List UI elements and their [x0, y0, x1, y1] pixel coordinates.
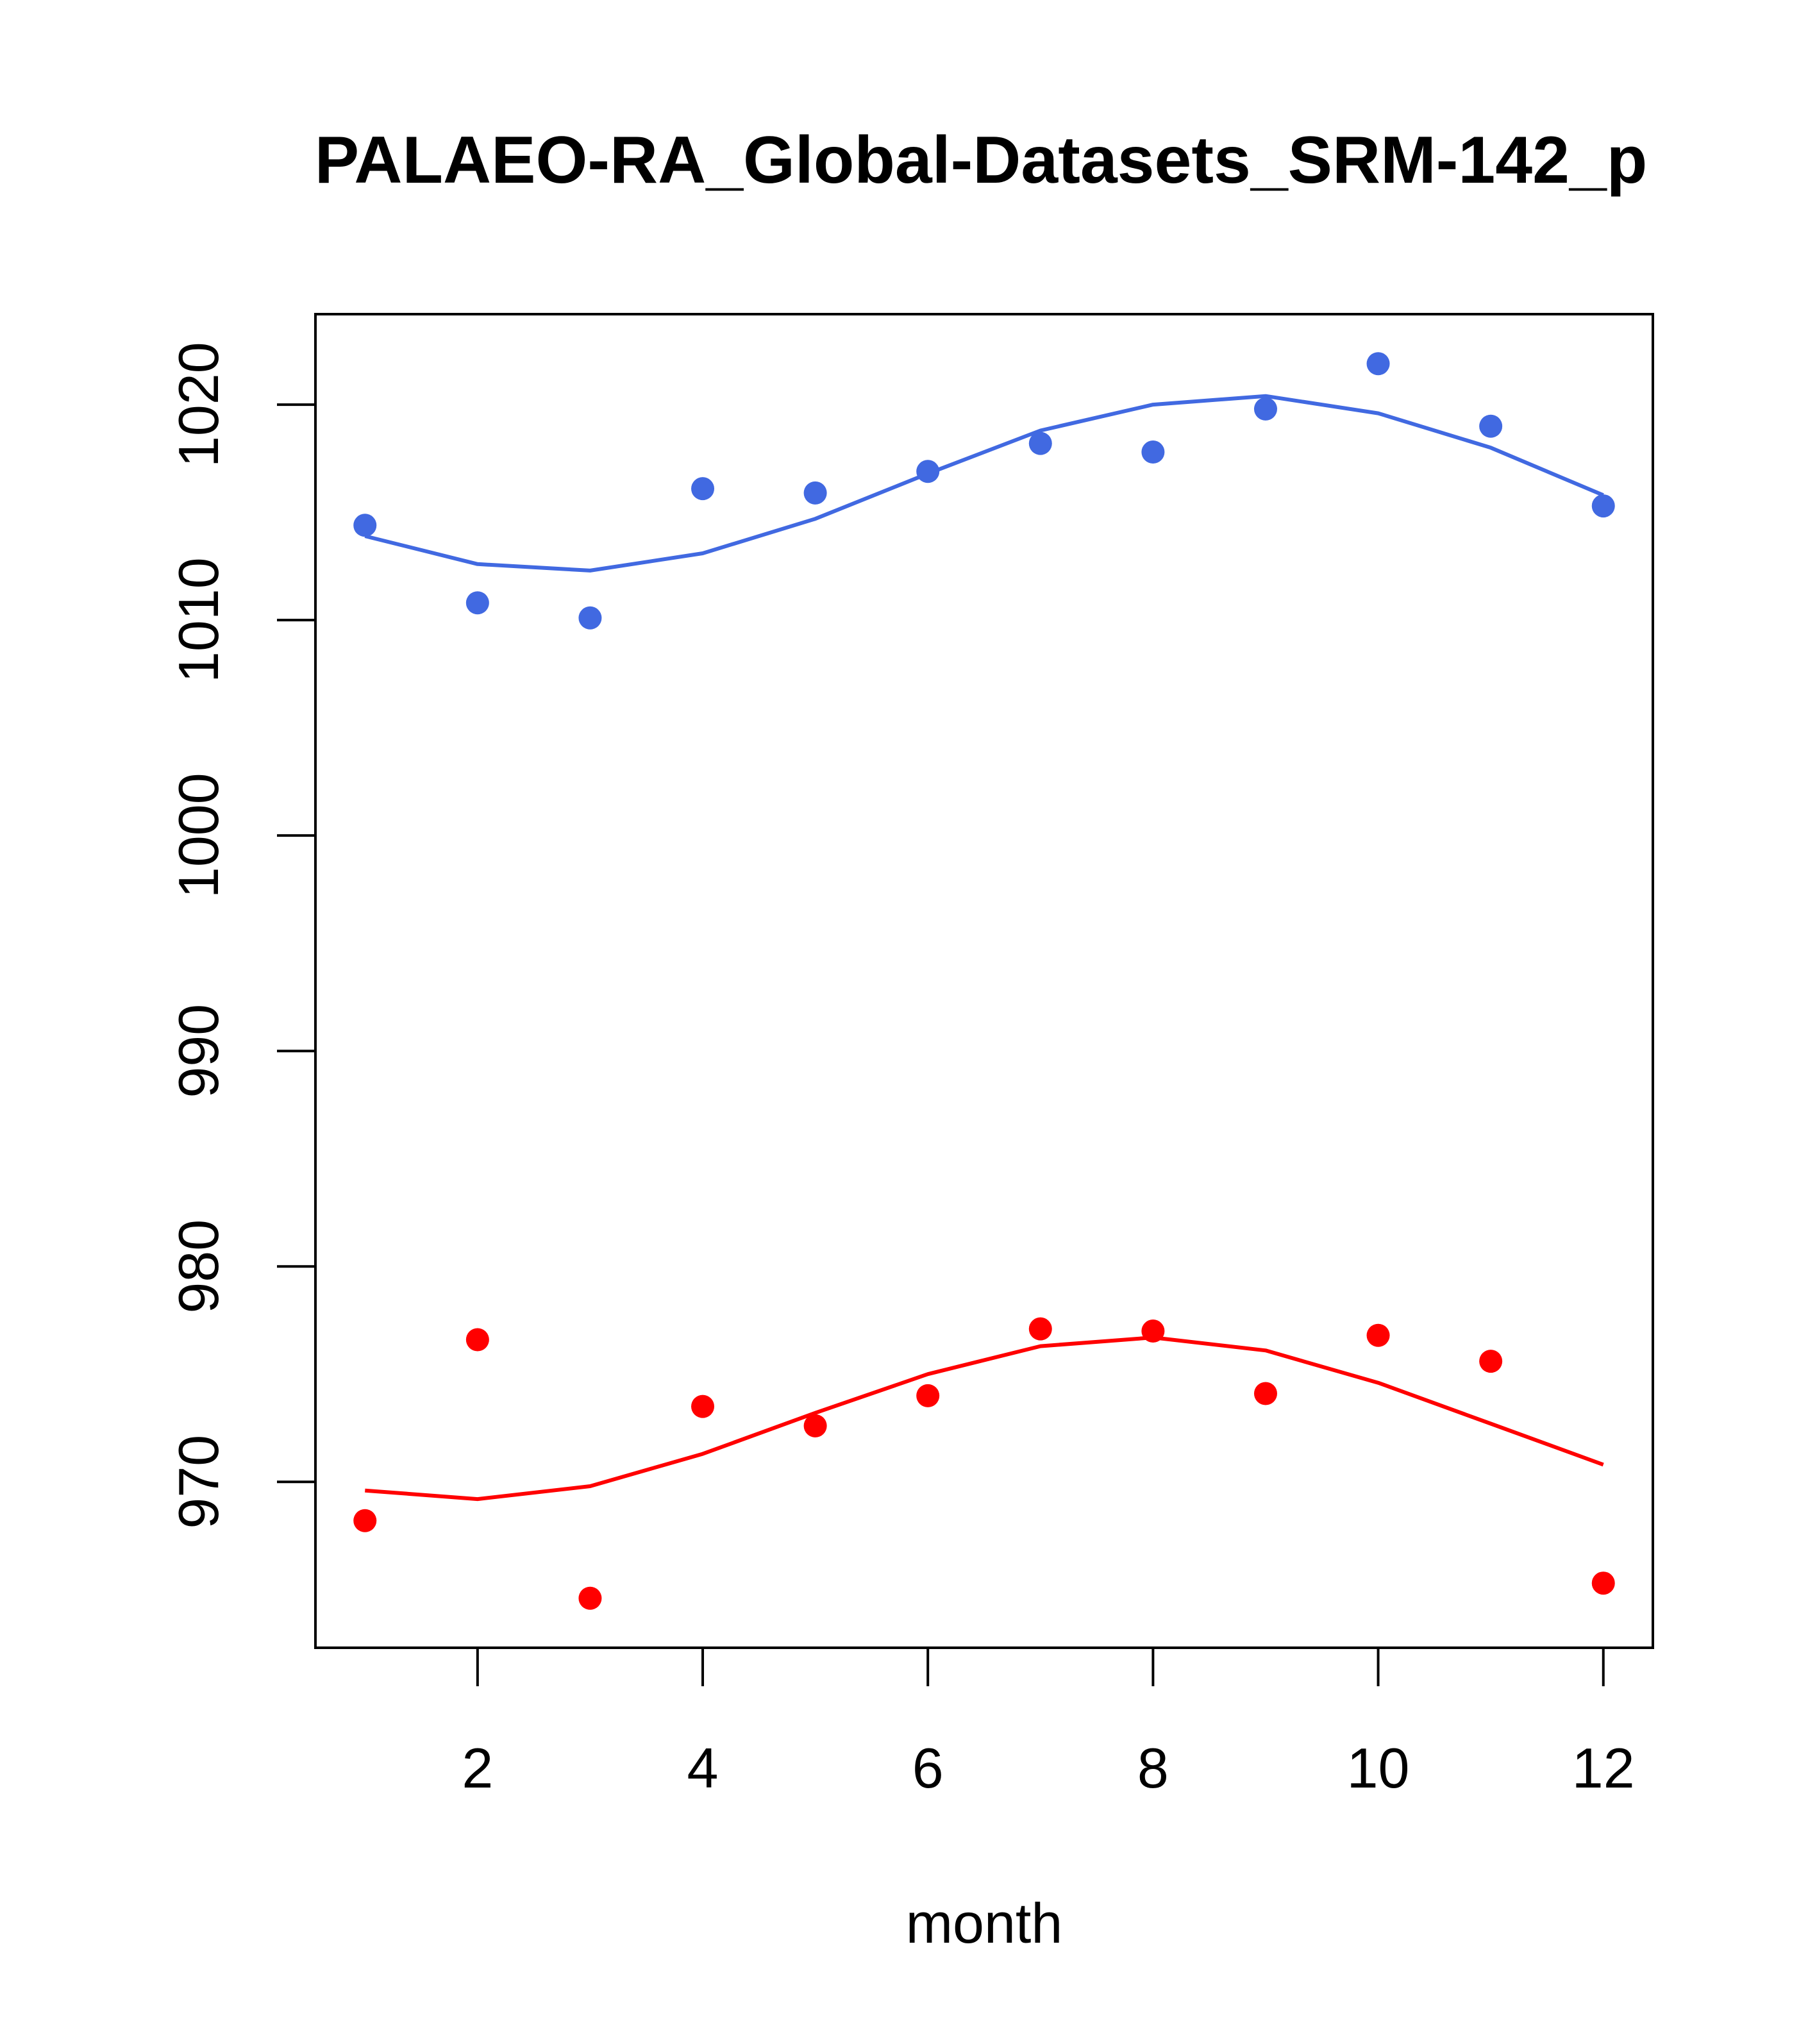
series-upper-point-9 [1253, 397, 1277, 421]
x-tick-label-2: 2 [462, 1736, 493, 1800]
x-tick-label-12: 12 [1572, 1736, 1635, 1800]
x-tick-label-6: 6 [912, 1736, 944, 1800]
series-layer [353, 352, 1615, 1610]
series-upper-point-12 [1591, 494, 1615, 518]
x-tick-label-8: 8 [1137, 1736, 1169, 1800]
x-tick-label-4: 4 [687, 1736, 719, 1800]
plot-frame [314, 313, 1654, 1649]
series-lower-point-3 [578, 1586, 602, 1610]
x-axis-title: month [906, 1891, 1063, 1955]
series-lower-point-6 [916, 1384, 940, 1407]
series-lower-point-2 [465, 1328, 489, 1352]
series-lower-point-7 [1028, 1317, 1052, 1341]
series-upper-point-3 [578, 606, 602, 630]
y-tick-label-1010: 1010 [167, 557, 230, 683]
series-upper-point-10 [1366, 352, 1390, 376]
series-lower-point-11 [1479, 1350, 1503, 1373]
series-lower [353, 1317, 1615, 1610]
y-tick-label-990: 990 [167, 1004, 230, 1098]
y-tick-label-1020: 1020 [167, 342, 230, 467]
x-tick-label-10: 10 [1347, 1736, 1410, 1800]
series-upper-point-1 [353, 514, 377, 537]
series-lower-point-5 [803, 1414, 827, 1437]
y-tick-label-970: 970 [167, 1435, 230, 1529]
x-axis: 2 4 6 8 10 12 [462, 1646, 1635, 1800]
y-axis: 970 980 990 1000 1010 1020 [167, 342, 317, 1529]
series-lower-point-12 [1591, 1571, 1615, 1595]
series-upper-point-5 [803, 481, 827, 505]
series-upper-point-8 [1141, 440, 1165, 464]
series-upper-point-6 [916, 460, 940, 483]
series-lower-point-10 [1366, 1323, 1390, 1347]
series-upper-smooth-line [364, 394, 1604, 573]
y-tick-label-1000: 1000 [167, 773, 230, 898]
series-upper-point-2 [465, 591, 489, 615]
chart-title: PALAEO-RA_Global-Datasets_SRM-142_p [315, 123, 1648, 197]
series-lower-point-9 [1253, 1382, 1277, 1405]
y-tick-label-980: 980 [167, 1219, 230, 1314]
series-upper-point-7 [1028, 431, 1052, 455]
series-lower-point-8 [1141, 1319, 1165, 1343]
series-lower-point-1 [353, 1509, 377, 1532]
series-lower-point-4 [691, 1395, 715, 1418]
series-upper-point-11 [1479, 414, 1503, 438]
series-upper [353, 352, 1615, 630]
series-lower-smooth-line [365, 1336, 1604, 1502]
series-upper-point-4 [691, 477, 715, 501]
